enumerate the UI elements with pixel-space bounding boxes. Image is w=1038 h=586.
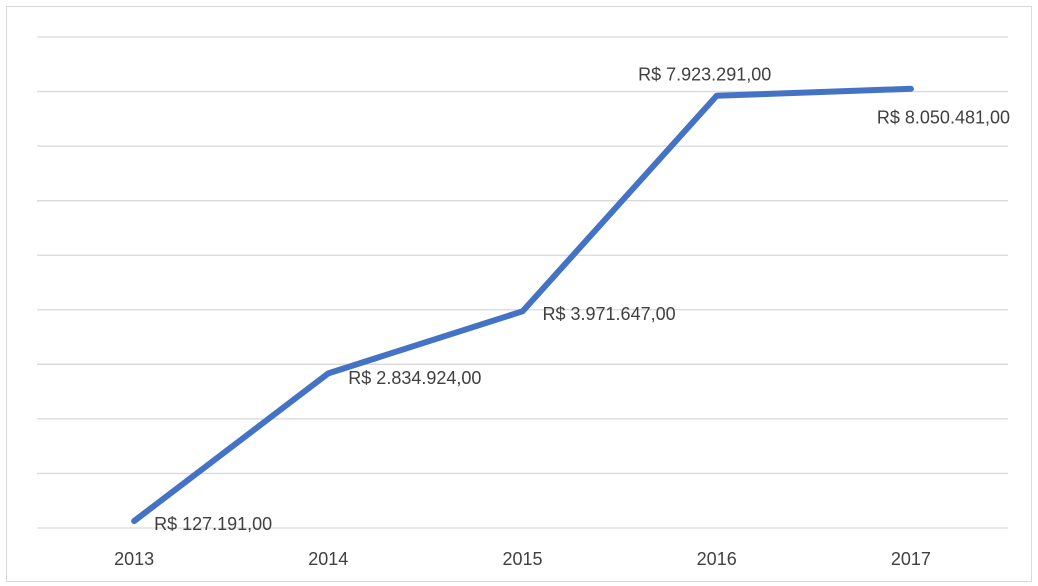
data-label: R$ 8.050.481,00 <box>877 108 1010 128</box>
data-label: R$ 127.191,00 <box>154 514 272 534</box>
data-label: R$ 7.923.291,00 <box>638 64 771 84</box>
x-tick-label: 2015 <box>502 549 542 569</box>
x-tick-label: 2014 <box>308 549 348 569</box>
line <box>131 85 914 525</box>
data-label: R$ 3.971.647,00 <box>543 304 676 324</box>
data-label: R$ 2.834.924,00 <box>348 368 481 388</box>
x-tick-label: 2016 <box>697 549 737 569</box>
x-tick-label: 2017 <box>891 549 931 569</box>
x-tick-label: 2013 <box>114 549 154 569</box>
